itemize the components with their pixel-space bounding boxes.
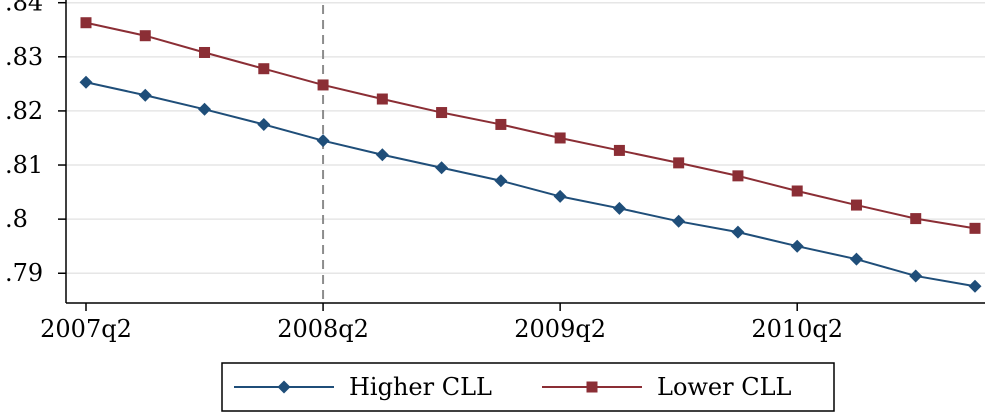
data-point: [732, 170, 744, 182]
data-point: [138, 88, 152, 102]
x-tick-label: 2008q2: [277, 315, 369, 343]
series-lower-cll: [80, 17, 981, 234]
legend: Higher CLL Lower CLL: [221, 362, 835, 412]
data-point: [849, 252, 863, 266]
grid: [66, 1, 985, 274]
data-point: [554, 132, 566, 144]
x-tick-label: 2010q2: [751, 315, 843, 343]
data-point: [436, 107, 448, 119]
y-tick-label: .8: [5, 205, 28, 233]
series-line: [85, 81, 976, 288]
x-tick-label: 2007q2: [40, 315, 132, 343]
data-point: [672, 214, 686, 228]
y-tick-label: .82: [5, 97, 43, 125]
data-point: [790, 239, 804, 253]
x-tick-label: 2009q2: [514, 315, 606, 343]
data-point: [495, 118, 507, 130]
data-point: [258, 63, 270, 75]
data-point: [198, 102, 212, 116]
data-point: [553, 189, 567, 203]
axes: .79 .8 .81 .82 .83 .84 2007q2 2008q2 2009q2 2010q…: [5, 0, 985, 343]
legend-label: Lower CLL: [657, 373, 792, 401]
data-point: [910, 213, 922, 225]
data-point: [791, 185, 803, 197]
data-point: [969, 222, 981, 234]
series-line: [85, 21, 976, 230]
data-point: [317, 79, 329, 91]
data-point: [375, 148, 389, 162]
legend-box: [221, 362, 835, 412]
y-tick-label: .84: [5, 0, 43, 17]
legend-marker: [586, 381, 598, 393]
data-point: [257, 117, 271, 131]
y-tick-label: .81: [5, 151, 43, 179]
data-point: [435, 161, 449, 175]
y-tick-label: .83: [5, 43, 43, 71]
data-point: [909, 269, 923, 283]
data-point: [79, 75, 93, 89]
y-tick-label: .79: [5, 259, 43, 287]
data-point: [494, 174, 508, 188]
data-point: [80, 17, 92, 29]
data-point: [376, 93, 388, 105]
data-point: [199, 46, 211, 58]
data-point: [850, 199, 862, 211]
series: [79, 17, 982, 293]
data-point: [968, 279, 982, 293]
data-point: [613, 144, 625, 156]
series-higher-cll: [79, 75, 982, 293]
data-point: [612, 201, 626, 215]
data-point: [316, 134, 330, 148]
legend-marker: [277, 380, 291, 394]
data-point: [731, 225, 745, 239]
legend-label: Higher CLL: [349, 373, 492, 401]
data-point: [139, 30, 151, 42]
data-point: [673, 157, 685, 169]
